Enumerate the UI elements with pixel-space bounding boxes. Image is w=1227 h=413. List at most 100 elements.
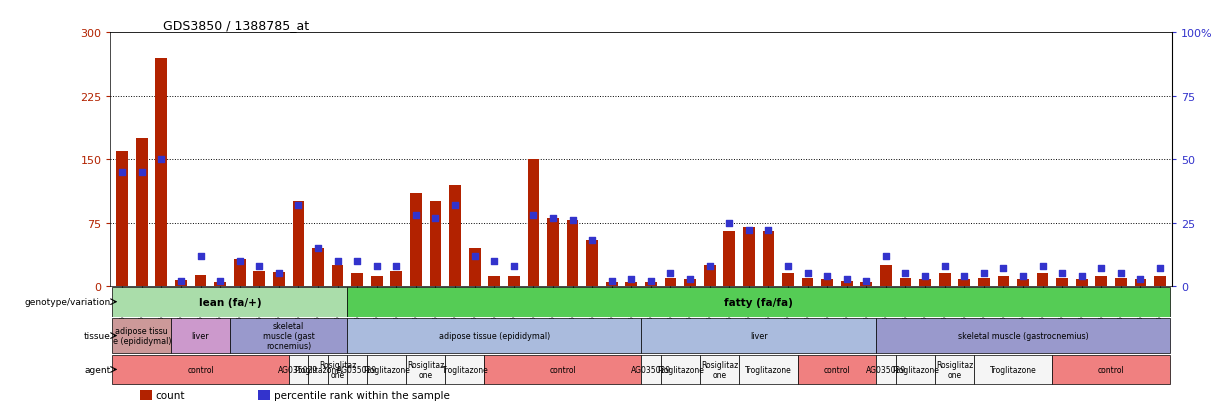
Bar bbox=[645, 282, 656, 287]
Bar bbox=[234, 259, 245, 287]
Bar bbox=[567, 221, 578, 287]
Text: Pioglitazone: Pioglitazone bbox=[363, 365, 410, 374]
Bar bbox=[272, 272, 285, 287]
Text: tissue: tissue bbox=[83, 331, 110, 340]
Bar bbox=[840, 281, 853, 287]
Bar bbox=[312, 249, 324, 287]
Bar bbox=[724, 232, 735, 287]
Point bbox=[445, 202, 465, 209]
Bar bbox=[974, 355, 1053, 385]
Text: control: control bbox=[550, 365, 577, 374]
Text: control: control bbox=[1098, 365, 1124, 374]
Bar bbox=[899, 278, 912, 287]
Point bbox=[210, 278, 229, 285]
Text: AG035029: AG035029 bbox=[866, 365, 906, 374]
Point bbox=[602, 278, 622, 285]
Bar bbox=[742, 227, 755, 287]
Bar bbox=[429, 202, 442, 287]
Point bbox=[660, 271, 680, 277]
Point bbox=[367, 263, 387, 270]
Point bbox=[190, 253, 210, 259]
Point bbox=[465, 253, 485, 259]
Bar bbox=[367, 355, 406, 385]
Bar bbox=[801, 278, 814, 287]
Bar bbox=[308, 355, 328, 385]
Text: percentile rank within the sample: percentile rank within the sample bbox=[274, 390, 449, 400]
Point bbox=[955, 273, 974, 280]
Point bbox=[288, 202, 308, 209]
Bar bbox=[685, 280, 696, 287]
Point bbox=[974, 271, 994, 277]
Bar bbox=[292, 202, 304, 287]
Bar bbox=[347, 318, 640, 353]
Point bbox=[229, 258, 249, 264]
Text: Troglitazone: Troglitazone bbox=[442, 365, 488, 374]
Bar bbox=[860, 282, 872, 287]
Bar bbox=[939, 274, 951, 287]
Bar bbox=[449, 185, 461, 287]
Bar bbox=[528, 160, 540, 287]
Point bbox=[896, 271, 915, 277]
Bar bbox=[258, 390, 270, 400]
Bar bbox=[704, 265, 715, 287]
Bar bbox=[1056, 278, 1067, 287]
Bar bbox=[195, 275, 206, 287]
Bar bbox=[699, 355, 739, 385]
Bar bbox=[445, 355, 485, 385]
Bar bbox=[254, 271, 265, 287]
Bar bbox=[606, 282, 617, 287]
Text: AG035029: AG035029 bbox=[631, 365, 671, 374]
Bar bbox=[626, 282, 637, 287]
Point bbox=[837, 275, 856, 282]
Point bbox=[1072, 273, 1092, 280]
Text: skeletal
muscle (gast
rocnemius): skeletal muscle (gast rocnemius) bbox=[263, 321, 314, 351]
Point bbox=[328, 258, 347, 264]
Text: skeletal muscle (gastrocnemius): skeletal muscle (gastrocnemius) bbox=[957, 331, 1088, 340]
Bar bbox=[113, 355, 288, 385]
Bar bbox=[587, 240, 598, 287]
Point bbox=[563, 217, 583, 224]
Point bbox=[113, 169, 133, 176]
Point bbox=[994, 266, 1014, 272]
Point bbox=[1033, 263, 1053, 270]
Bar bbox=[410, 194, 422, 287]
Text: Pioglitazone: Pioglitazone bbox=[656, 365, 704, 374]
Text: fatty (fa/fa): fatty (fa/fa) bbox=[724, 297, 793, 307]
Point bbox=[133, 169, 152, 176]
Text: control: control bbox=[188, 365, 213, 374]
Text: Rosiglitaz
one: Rosiglitaz one bbox=[319, 360, 356, 379]
Bar bbox=[762, 232, 774, 287]
Bar bbox=[171, 318, 229, 353]
Point bbox=[1053, 271, 1072, 277]
Bar bbox=[328, 355, 347, 385]
Point bbox=[426, 215, 445, 221]
Point bbox=[151, 157, 171, 163]
Bar bbox=[896, 355, 935, 385]
Point bbox=[504, 263, 524, 270]
Point bbox=[817, 273, 837, 280]
Bar bbox=[958, 280, 971, 287]
Point bbox=[680, 275, 699, 282]
Bar bbox=[876, 318, 1169, 353]
Bar bbox=[1076, 280, 1087, 287]
Point bbox=[1112, 271, 1131, 277]
Bar bbox=[798, 355, 876, 385]
Bar bbox=[978, 278, 990, 287]
Bar bbox=[547, 219, 558, 287]
Bar bbox=[1017, 280, 1028, 287]
Text: Rosiglitaz
one: Rosiglitaz one bbox=[407, 360, 444, 379]
Bar bbox=[113, 318, 171, 353]
Bar bbox=[1096, 276, 1107, 287]
Bar bbox=[215, 282, 226, 287]
Point bbox=[249, 263, 269, 270]
Bar bbox=[331, 265, 344, 287]
Point bbox=[856, 278, 876, 285]
Bar bbox=[175, 280, 187, 287]
Bar bbox=[229, 318, 347, 353]
Text: Pioglitazone: Pioglitazone bbox=[294, 365, 341, 374]
Text: Rosiglitaz
one: Rosiglitaz one bbox=[936, 360, 973, 379]
Point bbox=[387, 263, 406, 270]
Text: adipose tissu
e (epididymal): adipose tissu e (epididymal) bbox=[113, 326, 171, 345]
Bar bbox=[665, 278, 676, 287]
Point bbox=[798, 271, 817, 277]
